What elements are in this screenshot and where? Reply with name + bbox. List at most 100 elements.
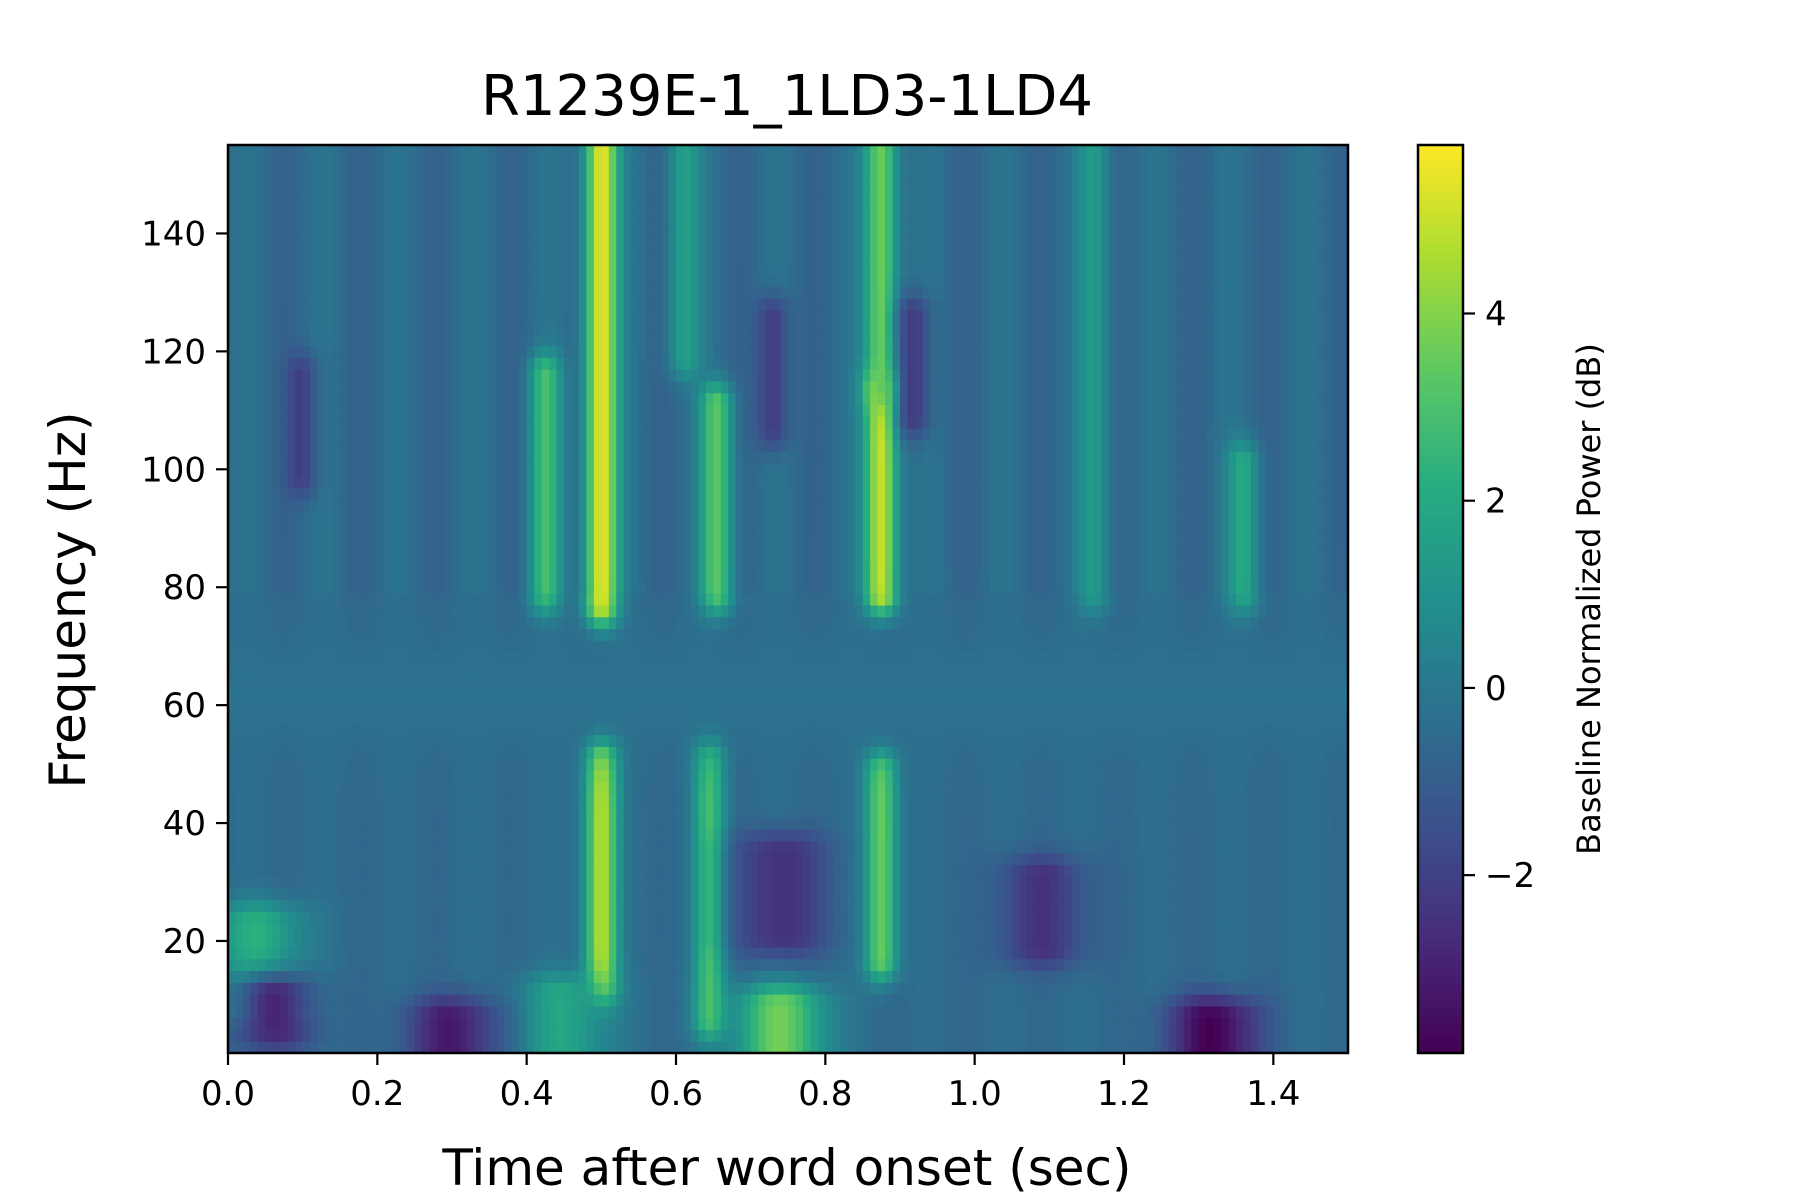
heatmap-cell — [549, 746, 558, 759]
heatmap-cell — [489, 180, 498, 193]
heatmap-cell — [399, 522, 408, 535]
heatmap-cell — [511, 498, 520, 512]
heatmap-cell — [347, 958, 356, 972]
heatmap-cell — [683, 781, 692, 795]
heatmap-cell — [429, 652, 438, 665]
heatmap-cell — [564, 321, 573, 335]
heatmap-cell — [541, 663, 550, 677]
heatmap-cell — [534, 899, 543, 913]
heatmap-cell — [332, 699, 341, 712]
heatmap-cell — [325, 663, 334, 677]
heatmap-cell — [257, 805, 266, 818]
heatmap-cell — [280, 345, 289, 358]
heatmap-cell — [302, 769, 311, 783]
heatmap-cell — [646, 581, 655, 594]
heatmap-cell — [302, 227, 311, 240]
heatmap-cell — [332, 840, 341, 854]
heatmap-cell — [556, 699, 565, 712]
heatmap-cell — [332, 876, 341, 889]
heatmap-cell — [242, 463, 251, 476]
heatmap-cell — [265, 498, 274, 512]
heatmap-cell — [392, 628, 401, 641]
heatmap-cell — [287, 711, 296, 724]
heatmap-cell — [302, 604, 311, 618]
heatmap-cell — [340, 545, 349, 559]
heatmap-cell — [661, 864, 670, 877]
heatmap-cell — [265, 699, 274, 712]
heatmap-cell — [466, 852, 475, 865]
heatmap-cell — [399, 982, 408, 995]
heatmap-cell — [564, 298, 573, 311]
heatmap-cell — [661, 192, 670, 205]
heatmap-cell — [564, 652, 573, 665]
heatmap-cell — [302, 1029, 311, 1042]
heatmap-cell — [354, 392, 363, 406]
heatmap-cell — [272, 439, 281, 453]
heatmap-cell — [593, 475, 602, 488]
heatmap-cell — [340, 805, 349, 818]
heatmap-cell — [317, 652, 326, 665]
heatmap-cell — [698, 380, 707, 394]
heatmap-cell — [534, 227, 543, 240]
heatmap-cell — [242, 899, 251, 913]
heatmap-cell — [571, 380, 580, 394]
heatmap-cell — [698, 699, 707, 712]
heatmap-cell — [399, 156, 408, 170]
heatmap-cell — [452, 534, 461, 547]
heatmap-cell — [690, 593, 699, 606]
heatmap-cell — [384, 310, 393, 323]
heatmap-cell — [661, 687, 670, 700]
heatmap-cell — [616, 593, 625, 606]
heatmap-cell — [459, 227, 468, 240]
heatmap-cell — [541, 1005, 550, 1019]
heatmap-cell — [519, 463, 528, 476]
heatmap-cell — [310, 604, 319, 618]
heatmap-cell — [369, 262, 378, 276]
heatmap-cell — [578, 486, 587, 500]
heatmap-cell — [564, 310, 573, 323]
heatmap-cell — [676, 192, 685, 205]
heatmap-cell — [407, 463, 416, 476]
heatmap-cell — [616, 475, 625, 488]
heatmap-cell — [526, 569, 535, 582]
heatmap-cell — [452, 970, 461, 983]
heatmap-cell — [653, 734, 662, 747]
heatmap-cell — [541, 675, 550, 689]
heatmap-cell — [578, 156, 587, 170]
heatmap-cell — [698, 1017, 707, 1031]
heatmap-cell — [422, 463, 431, 476]
heatmap-cell — [437, 145, 446, 158]
heatmap-cell — [429, 310, 438, 323]
heatmap-cell — [489, 251, 498, 264]
heatmap-cell — [549, 663, 558, 677]
heatmap-cell — [392, 899, 401, 913]
heatmap-cell — [429, 876, 438, 889]
heatmap-cell — [452, 475, 461, 488]
heatmap-cell — [481, 781, 490, 795]
heatmap-cell — [295, 569, 304, 582]
heatmap-cell — [265, 522, 274, 535]
heatmap-cell — [235, 1017, 244, 1031]
heatmap-cell — [578, 428, 587, 441]
heatmap-cell — [653, 805, 662, 818]
heatmap-cell — [414, 262, 423, 276]
heatmap-cell — [616, 333, 625, 347]
heatmap-cell — [414, 817, 423, 830]
heatmap-cell — [549, 463, 558, 476]
heatmap-cell — [325, 1041, 334, 1054]
heatmap-cell — [549, 935, 558, 948]
heatmap-cell — [593, 923, 602, 936]
heatmap-cell — [377, 392, 386, 406]
heatmap-cell — [228, 486, 237, 500]
heatmap-cell — [638, 321, 647, 335]
heatmap-cell — [310, 958, 319, 972]
heatmap-cell — [347, 1029, 356, 1042]
heatmap-cell — [564, 333, 573, 347]
heatmap-cell — [504, 416, 513, 429]
heatmap-cell — [661, 380, 670, 394]
heatmap-cell — [242, 145, 251, 158]
heatmap-cell — [280, 192, 289, 205]
heatmap-cell — [534, 168, 543, 181]
heatmap-cell — [608, 699, 617, 712]
heatmap-cell — [272, 946, 281, 960]
